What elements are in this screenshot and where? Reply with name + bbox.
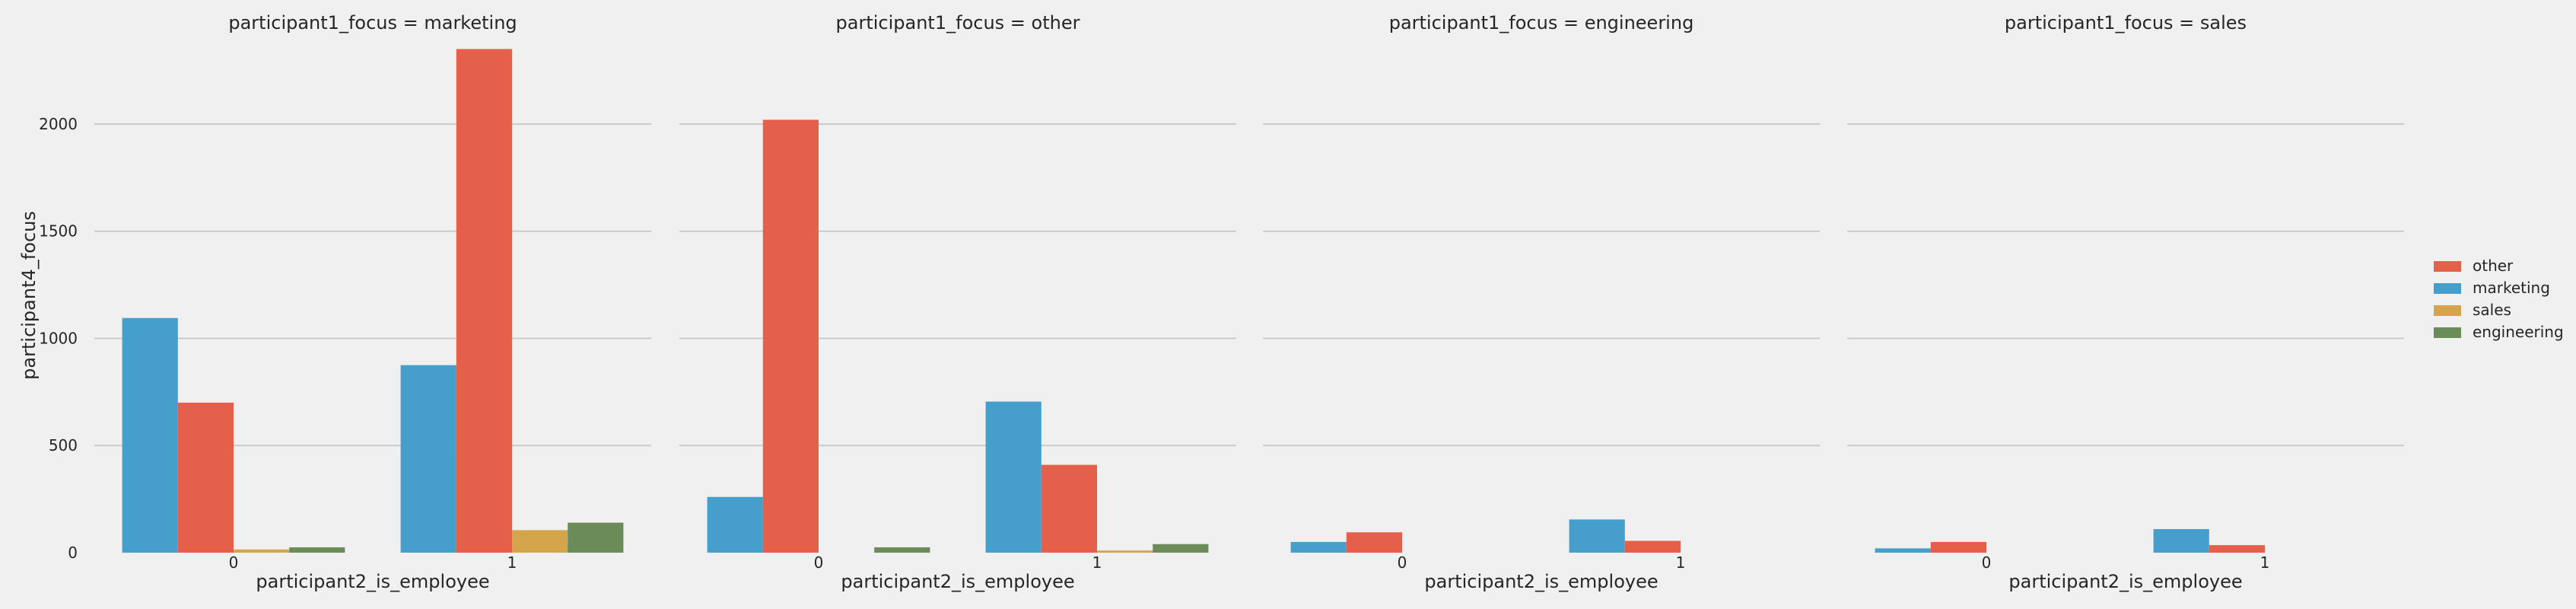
bar-marketing-1 [400,365,456,553]
bar-other-0 [177,402,234,553]
facet-title: participant1_focus = sales [2005,12,2247,33]
legend-label: other [2473,257,2514,275]
y-tick-label: 1000 [39,329,78,347]
x-tick-label: 0 [229,553,239,572]
legend-label: engineering [2473,323,2564,341]
x-axis-label: participant2_is_employee [2008,571,2242,592]
legend-swatch-sales [2434,305,2461,316]
y-axis-label: participant4_focus [18,211,40,380]
x-axis-label: participant2_is_employee [256,571,489,592]
bar-other-1 [2209,545,2265,553]
bar-other-1 [1041,464,1097,553]
bar-engineering-1 [568,522,624,553]
bar-engineering-0 [874,547,930,553]
bar-other-1 [456,49,512,553]
legend-label: marketing [2473,279,2550,297]
x-axis-label: participant2_is_employee [1424,571,1658,592]
bar-marketing-0 [1290,541,1347,553]
bar-sales-1 [1097,550,1153,553]
bar-other-0 [1930,541,1986,553]
x-tick-label: 1 [2260,553,2270,572]
x-tick-label: 0 [814,553,824,572]
bar-other-0 [762,120,819,553]
y-tick-label: 1500 [39,222,78,241]
x-tick-label: 0 [1982,553,1992,572]
bar-engineering-1 [1153,544,1209,553]
y-tick-label: 500 [49,436,78,454]
bar-other-0 [1346,532,1402,553]
x-tick-label: 1 [507,553,517,572]
facet-title: participant1_focus = marketing [228,12,517,33]
y-tick-label: 0 [68,544,78,562]
facet-panel-1: participant1_focus = other 0 1 participant2… [679,12,1236,592]
facet-panel-0: participant1_focus = marketing 0 1 particip… [39,12,651,592]
facet-title: participant1_focus = engineering [1389,12,1694,33]
bar-marketing-0 [1875,548,1931,553]
bar-marketing-1 [2153,529,2209,553]
bar-marketing-1 [1569,519,1625,553]
facet-title: participant1_focus = other [836,12,1080,33]
y-tick-label: 2000 [39,115,78,133]
x-tick-label: 1 [1676,553,1686,572]
bar-sales-0 [234,549,290,553]
legend-swatch-other [2434,261,2461,272]
legend-swatch-engineering [2434,327,2461,338]
legend-swatch-marketing [2434,283,2461,294]
x-tick-label: 0 [1398,553,1407,572]
bar-other-1 [1624,540,1681,553]
x-axis-label: participant2_is_employee [841,571,1074,592]
bar-marketing-0 [707,496,763,553]
bar-sales-1 [512,530,568,553]
facet-panel-2: participant1_focus = engineering 0 1 partic… [1263,12,1820,592]
x-tick-label: 1 [1092,553,1102,572]
facet-panel-3: participant1_focus = sales 0 1 participant2… [1847,12,2404,592]
bar-marketing-1 [985,401,1042,553]
legend-label: sales [2473,301,2511,319]
bar-marketing-0 [122,317,178,553]
bar-engineering-0 [289,547,345,553]
legend: other marketing sales engineering [2434,257,2564,341]
